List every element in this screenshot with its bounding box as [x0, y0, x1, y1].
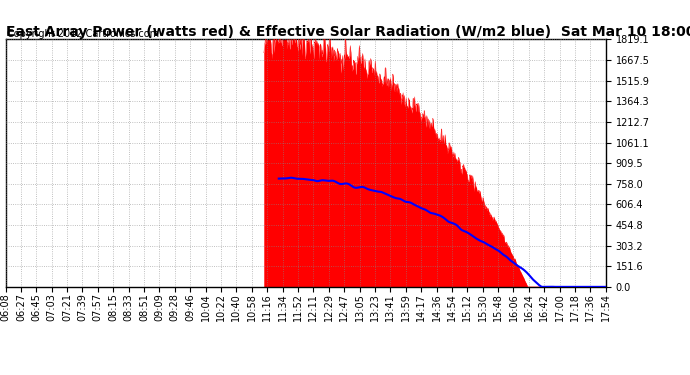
Text: East Array Power (watts red) & Effective Solar Radiation (W/m2 blue)  Sat Mar 10: East Array Power (watts red) & Effective…	[6, 26, 690, 39]
Text: Copyright 2012 Cartronics.com: Copyright 2012 Cartronics.com	[7, 29, 159, 39]
